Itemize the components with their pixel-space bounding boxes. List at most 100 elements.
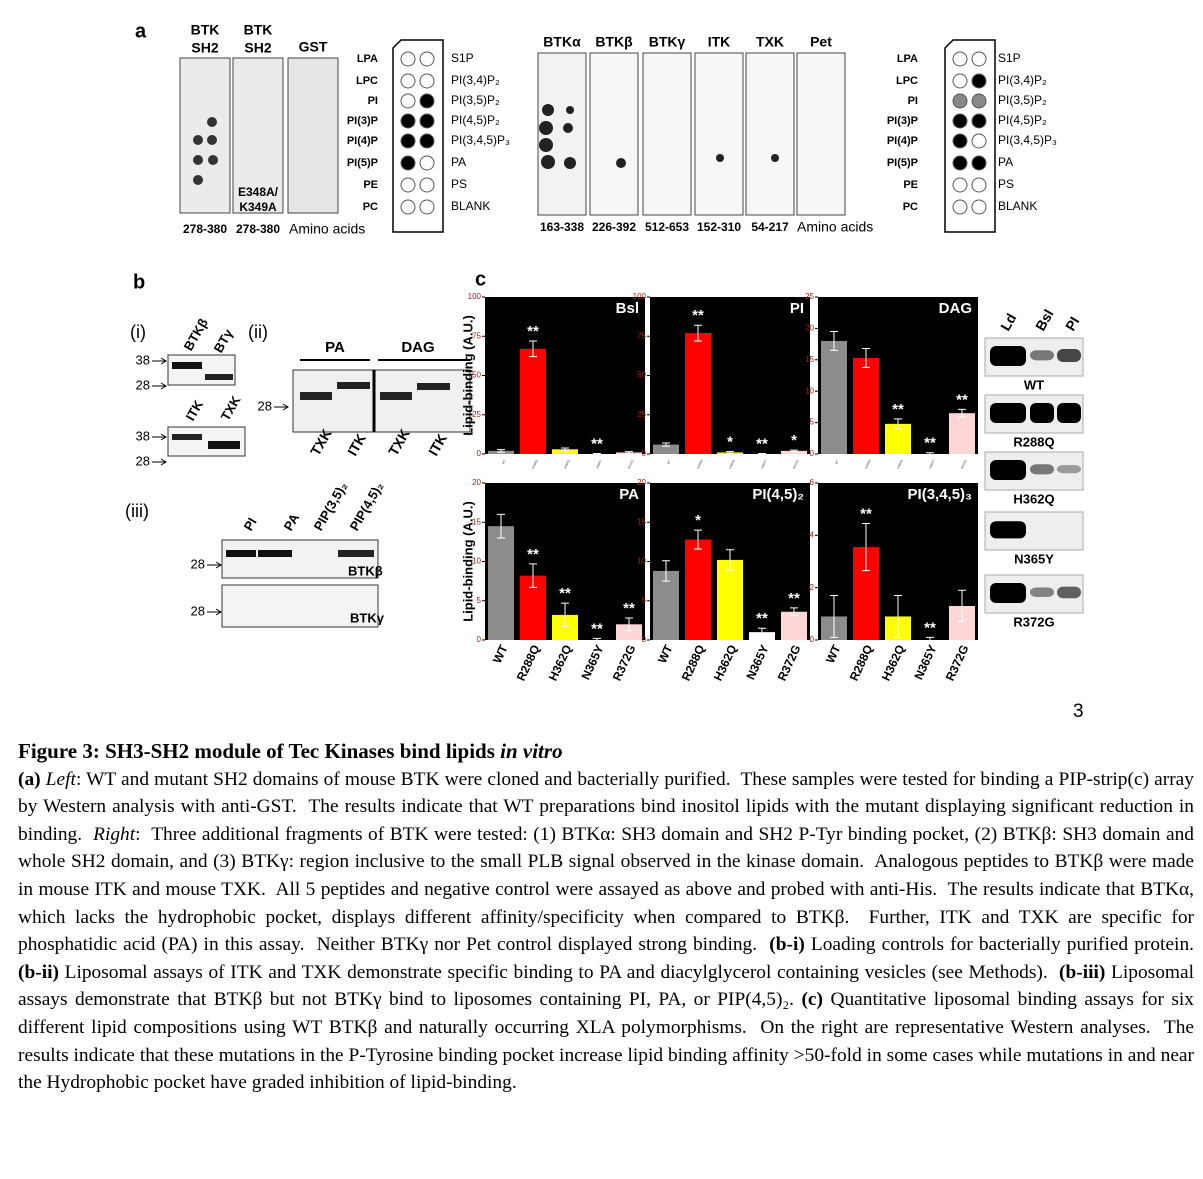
page-number: 3 xyxy=(1073,701,1084,722)
error-bar xyxy=(862,523,870,572)
lipid-right: PI(3,4,5)P₃ xyxy=(451,133,510,147)
marker: 28 xyxy=(191,556,205,571)
bar xyxy=(717,559,743,640)
amino-range: 512-653 xyxy=(645,220,689,234)
bar xyxy=(616,624,642,640)
arrow xyxy=(152,458,167,466)
lipid-right: PI(3,5)P₂ xyxy=(451,93,500,107)
y-tick-label: 5 xyxy=(477,596,482,605)
caption-title: Figure 3: SH3-SH2 module of Tec Kinases … xyxy=(18,738,1194,766)
panel-label: a xyxy=(135,20,147,42)
chart-title: Bsl xyxy=(616,300,639,317)
y-tick-label: 100 xyxy=(468,292,482,301)
y-tick-label: 20 xyxy=(472,478,481,487)
plot-area xyxy=(485,297,645,454)
lipid-spot xyxy=(952,133,968,149)
lipid-spot xyxy=(971,155,987,171)
blot xyxy=(258,550,292,557)
x-tick-label: H362Q xyxy=(711,643,740,683)
lipid-spot xyxy=(400,177,416,193)
strip-header: GST xyxy=(299,39,328,55)
y-tick-label: 5 xyxy=(810,418,815,427)
arrow xyxy=(274,403,289,411)
spot xyxy=(207,117,217,127)
y-tick-label: 10 xyxy=(637,557,646,566)
error-bar xyxy=(726,549,734,571)
spot xyxy=(193,155,203,165)
bar xyxy=(520,348,546,454)
strip-header: BTKα xyxy=(543,34,581,50)
caption-run: Loading controls for bacterially purifie… xyxy=(804,934,1203,956)
lipid-spot xyxy=(971,93,987,109)
error-bar xyxy=(593,637,601,643)
significance: ** xyxy=(559,585,571,602)
error-bar xyxy=(862,347,870,368)
y-tick-label: 100 xyxy=(633,292,647,301)
spot xyxy=(542,104,554,116)
arrow xyxy=(152,357,167,365)
lipid-spot xyxy=(952,93,968,109)
amino-range: 278-380 xyxy=(183,222,227,236)
array-outline xyxy=(392,39,444,233)
caption-run: Figure 3: SH3-SH2 module of Tec Kinases … xyxy=(18,739,501,763)
y-tick-label: 25 xyxy=(805,292,814,301)
strip-header: ITK xyxy=(708,34,731,50)
blot-label: N365Y xyxy=(1014,551,1054,566)
error-bar xyxy=(529,563,537,588)
marker: 28 xyxy=(136,453,150,468)
error-bar xyxy=(694,529,702,550)
y-tick-label: 5 xyxy=(642,596,647,605)
error-bar xyxy=(625,451,633,454)
lipid-left: LPA xyxy=(897,53,918,65)
blot xyxy=(338,550,374,557)
x-tick-label: N365Y xyxy=(760,459,768,469)
chart-title: PI(4,5)₂ xyxy=(752,486,804,503)
lipid-right: PA xyxy=(451,155,466,169)
arrow xyxy=(207,608,222,616)
y-tick-label: 20 xyxy=(637,478,646,487)
y-tick-label: 0 xyxy=(810,635,815,644)
significance: ** xyxy=(623,600,635,617)
y-tick-label: 75 xyxy=(472,331,481,340)
x-tick-label: R288Q xyxy=(864,458,872,469)
lane-label: Ld xyxy=(997,311,1019,334)
error-bar xyxy=(830,595,838,638)
lipid-spot xyxy=(952,155,968,171)
array-outline xyxy=(944,39,996,233)
marker: 28 xyxy=(136,377,150,392)
lipid-right: PI(3,4)P₂ xyxy=(451,73,500,87)
lipid-left: PI(3)P xyxy=(347,115,378,127)
strip-header: SH2 xyxy=(244,40,271,56)
arrow xyxy=(152,433,167,441)
band xyxy=(990,346,1026,366)
bar xyxy=(653,570,679,640)
amino-range: 152-310 xyxy=(697,220,741,234)
error-bar xyxy=(497,513,505,539)
blot xyxy=(300,392,332,400)
lipid-spot xyxy=(400,51,416,67)
error-bar xyxy=(694,324,702,342)
caption-run: (b-iii) xyxy=(1059,961,1106,983)
y-tick-label: 50 xyxy=(637,371,646,380)
lane-label: PA xyxy=(281,510,303,533)
error-bar xyxy=(894,418,902,430)
blot-label: WT xyxy=(1024,377,1044,392)
caption-run: (b-ii) xyxy=(18,961,59,983)
caption-run: Left xyxy=(45,768,76,790)
lipid-spot xyxy=(971,177,987,193)
blot xyxy=(292,369,471,433)
lipid-left: PI(5)P xyxy=(347,157,378,169)
y-tick-label: 15 xyxy=(637,517,646,526)
bar xyxy=(781,450,807,454)
caption-run: Liposomal assays of ITK and TXK demonstr… xyxy=(58,961,1060,983)
lipid-right: PI(4,5)P₂ xyxy=(451,113,500,127)
panel-label: c xyxy=(475,268,486,290)
group-label: DAG xyxy=(401,339,434,356)
bar xyxy=(821,340,847,454)
lipid-spot xyxy=(400,133,416,149)
spot xyxy=(716,154,724,162)
strip-header: Pet xyxy=(810,34,832,50)
band xyxy=(990,403,1026,423)
x-tick-label: WT xyxy=(501,459,507,465)
